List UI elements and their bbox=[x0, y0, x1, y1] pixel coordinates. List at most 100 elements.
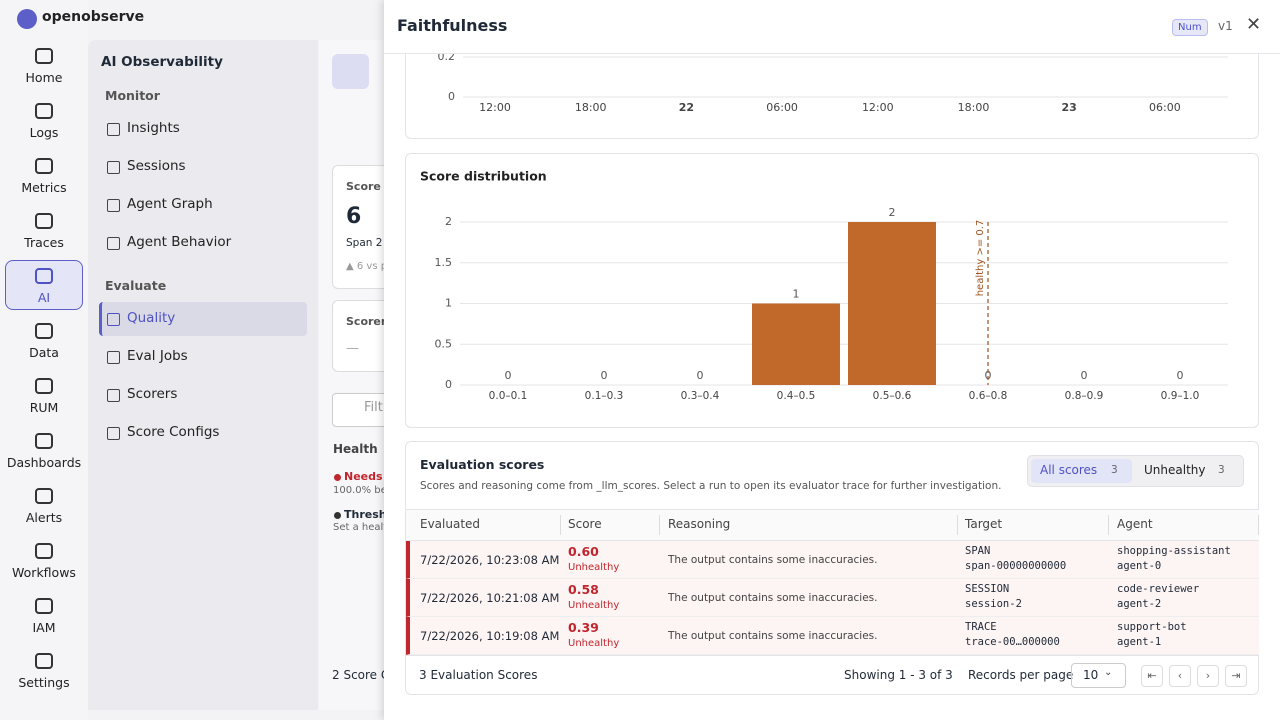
nav-icon bbox=[35, 213, 53, 229]
nav-label: Alerts bbox=[25, 510, 63, 525]
nav-icon bbox=[35, 543, 53, 559]
page-button[interactable]: ‹ bbox=[1169, 665, 1191, 687]
column-header: Evaluated bbox=[420, 517, 481, 531]
cell-agent-id: agent-0 bbox=[1117, 560, 1162, 572]
badge: Num bbox=[1172, 19, 1208, 36]
tab-label[interactable]: Unhealthy bbox=[1144, 463, 1206, 477]
menu-item[interactable]: Sessions bbox=[127, 158, 186, 174]
x-tick-label: 18:00 bbox=[958, 101, 990, 114]
tab-count: 3 bbox=[1111, 464, 1118, 476]
cell-target-type: SESSION bbox=[965, 583, 1010, 595]
card-value: 6 bbox=[346, 204, 362, 229]
cell-evaluated: 7/22/2026, 10:19:08 AM bbox=[420, 629, 560, 643]
row-detail: 100.0% bel bbox=[333, 485, 390, 496]
section-title: Monitor bbox=[105, 88, 160, 103]
x-tick-label: 0.9–1.0 bbox=[1161, 390, 1200, 402]
star-button[interactable] bbox=[332, 54, 369, 89]
cell-agent: support-bot bbox=[1117, 621, 1187, 633]
threshold-label: healthy >= 0.7 bbox=[975, 220, 986, 297]
cell-target-id: session-2 bbox=[965, 598, 1022, 610]
nav-label: Workflows bbox=[12, 565, 76, 580]
cell-score: 0.39 bbox=[568, 620, 599, 635]
menu-icon bbox=[107, 123, 120, 136]
nav-label: Dashboards bbox=[6, 455, 82, 470]
nav-icon bbox=[35, 323, 53, 339]
x-tick-label: 12:00 bbox=[479, 101, 511, 114]
cell-evaluated: 7/22/2026, 10:21:08 AM bbox=[420, 591, 560, 605]
page-button[interactable]: ⇤ bbox=[1141, 665, 1163, 687]
drawer: Faithfulness Num v1 ✕ 0 0.2 12:00 18:00 22 06:00 1… bbox=[384, 0, 1280, 720]
table-footer-border bbox=[406, 655, 1259, 656]
charts: 00.212:00 18:00 22 06:00 12:00 18:00 23 06:00Sc… bbox=[420, 50, 1228, 402]
column-header: Agent bbox=[1117, 517, 1153, 531]
chevron: ⌄ bbox=[1104, 667, 1113, 678]
logo: openobserve bbox=[42, 9, 145, 25]
footer-text: 2 Score C bbox=[332, 668, 390, 682]
page-button[interactable]: › bbox=[1197, 665, 1219, 687]
data-label: 0 bbox=[505, 369, 512, 382]
x-tick-label: 06:00 bbox=[1149, 101, 1181, 114]
drawer-header: Faithfulness Num v1 ✕ bbox=[384, 0, 1280, 54]
data-label: 2 bbox=[889, 206, 896, 219]
menu-item[interactable]: Agent Behavior bbox=[127, 234, 232, 250]
menu-item-active[interactable] bbox=[99, 302, 307, 336]
cell-evaluated: 7/22/2026, 10:23:08 AM bbox=[420, 553, 560, 567]
nav-icon bbox=[35, 158, 53, 174]
x-tick-label: 0.6–0.8 bbox=[969, 390, 1008, 402]
menu-item[interactable]: Scorers bbox=[127, 386, 178, 402]
section-title: Evaluate bbox=[105, 278, 167, 293]
cell-agent-id: agent-2 bbox=[1117, 598, 1162, 610]
cell-target-type: TRACE bbox=[965, 621, 997, 633]
menu-item[interactable]: Insights bbox=[127, 120, 180, 136]
column-divider bbox=[1108, 515, 1109, 535]
row-status: Thresho bbox=[344, 508, 395, 521]
bar bbox=[752, 303, 840, 385]
menu-item[interactable]: Quality bbox=[127, 310, 176, 326]
page-button[interactable]: ⇥ bbox=[1225, 665, 1247, 687]
y-tick-label: 2 bbox=[445, 215, 452, 228]
cell-agent: shopping-assistant bbox=[1117, 545, 1231, 557]
menu-icon bbox=[107, 237, 120, 250]
x-tick-label: 0.8–0.9 bbox=[1065, 390, 1104, 402]
nav-icon bbox=[35, 378, 53, 394]
nav-label: RUM bbox=[29, 400, 59, 415]
data-label: 0 bbox=[1081, 369, 1088, 382]
nav-label: Metrics bbox=[21, 180, 67, 195]
nav-icon bbox=[35, 653, 53, 669]
tab-label[interactable]: All scores bbox=[1040, 463, 1098, 477]
column-header: Health bbox=[333, 442, 378, 456]
table-row[interactable] bbox=[406, 579, 1259, 617]
showing: Showing 1 - 3 of 3 bbox=[844, 668, 953, 682]
version: v1 bbox=[1218, 19, 1233, 33]
tab-active[interactable] bbox=[1031, 459, 1132, 483]
menu-item[interactable]: Eval Jobs bbox=[127, 348, 188, 364]
menu-item[interactable]: Agent Graph bbox=[127, 196, 213, 212]
nav-label: IAM bbox=[32, 620, 56, 635]
cell-reasoning: The output contains some inaccuracies. bbox=[668, 592, 878, 604]
x-tick-label: 23 bbox=[1062, 101, 1077, 114]
menu-item[interactable]: Score Configs bbox=[127, 424, 220, 440]
total-count: 3 Evaluation Scores bbox=[419, 668, 538, 682]
table-row[interactable] bbox=[406, 541, 1259, 579]
column-header: Reasoning bbox=[668, 517, 731, 531]
y-tick-label: 0.5 bbox=[435, 337, 453, 350]
x-tick-label: 18:00 bbox=[575, 101, 607, 114]
x-tick-label: 0.1–0.3 bbox=[585, 390, 624, 402]
data-label: 0 bbox=[985, 369, 992, 382]
scorer-label: Scorer bbox=[346, 315, 387, 328]
close-button[interactable]: ✕ bbox=[1246, 14, 1262, 35]
x-tick-label: 12:00 bbox=[862, 101, 894, 114]
card-title: Score P bbox=[346, 180, 393, 193]
nav-icon bbox=[35, 488, 53, 504]
per-page-select[interactable] bbox=[1071, 663, 1126, 688]
table-row[interactable] bbox=[406, 617, 1259, 655]
section-title: Evaluation scores bbox=[420, 457, 545, 472]
cell-reasoning: The output contains some inaccuracies. bbox=[668, 630, 878, 642]
card bbox=[405, 153, 1259, 428]
cell-target-id: trace-00…000000 bbox=[965, 636, 1060, 648]
filter-placeholder: Filt bbox=[364, 400, 383, 415]
card-sub: Span 2 bbox=[346, 237, 383, 249]
menu-icon bbox=[107, 161, 120, 174]
column-divider bbox=[659, 515, 660, 535]
